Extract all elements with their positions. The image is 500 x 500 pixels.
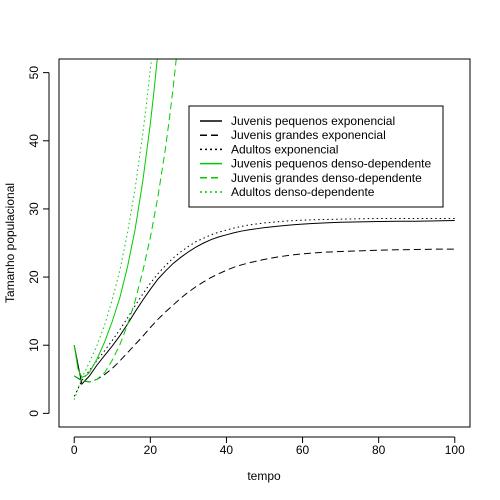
plot-frame <box>58 58 471 428</box>
y-tick-label: 50 <box>27 66 41 80</box>
y-tick-label: 10 <box>27 338 41 352</box>
legend-label-3: Adultos exponencial <box>231 142 338 156</box>
legend-label-6: Adultos denso-dependente <box>231 185 375 199</box>
y-axis: 0 10 20 30 40 50 <box>27 66 50 417</box>
legend-label-2: Juvenis grandes exponencial <box>231 128 386 142</box>
legend-label-1: Juvenis pequenos exponencial <box>231 114 395 128</box>
x-axis-label: tempo <box>247 469 281 483</box>
y-tick-label: 30 <box>27 202 41 216</box>
series-line-3 <box>73 217 455 397</box>
y-tick-label: 0 <box>27 410 41 417</box>
x-tick-label: 20 <box>144 443 158 457</box>
x-tick-label: 0 <box>71 443 78 457</box>
legend-label-4: Juvenis pequenos denso-dependente <box>231 157 431 171</box>
y-tick-label: 20 <box>27 270 41 284</box>
x-tick-label: 80 <box>372 443 386 457</box>
x-tick-label: 60 <box>296 443 310 457</box>
legend-box <box>188 105 444 208</box>
x-axis: 0 20 40 60 80 100 <box>71 436 465 457</box>
series-line-2 <box>73 248 455 383</box>
y-axis-label: Tamanho populacional <box>3 183 17 303</box>
y-tick-label: 40 <box>27 134 41 148</box>
legend-label-5: Juvenis grandes denso-dependente <box>231 171 422 185</box>
series-line-5 <box>73 59 177 383</box>
series-line-6 <box>73 59 152 400</box>
series-line-4 <box>73 59 158 378</box>
series-line-1 <box>73 220 455 386</box>
x-tick-label: 100 <box>445 443 465 457</box>
x-tick-label: 40 <box>220 443 234 457</box>
